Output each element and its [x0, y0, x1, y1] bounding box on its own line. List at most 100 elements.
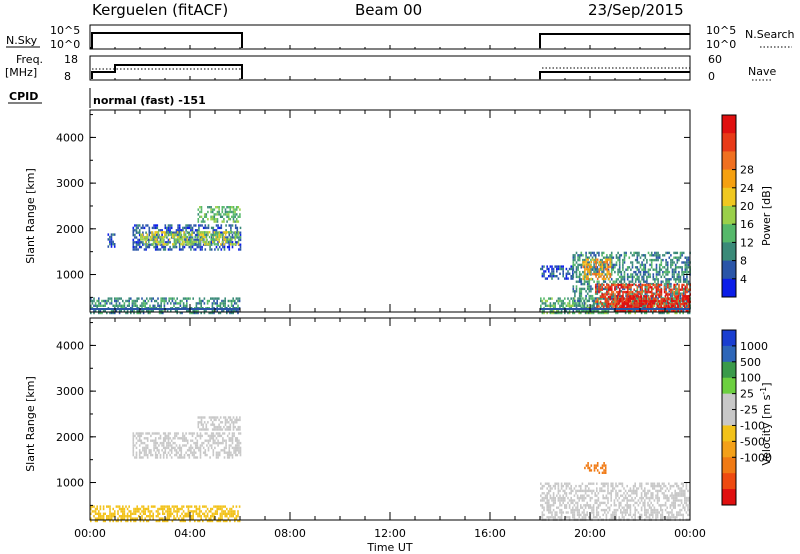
power-cell: [224, 213, 227, 216]
velocity-cell: [552, 504, 555, 507]
power-cell: [212, 226, 215, 230]
power-cell: [628, 293, 631, 296]
power-cell: [189, 238, 192, 241]
power-cell: [662, 266, 664, 269]
velocity-cell: [186, 512, 188, 515]
power-cell: [631, 280, 634, 283]
power-cell: [161, 233, 163, 237]
velocity-cell: [142, 512, 145, 515]
power-cell: [620, 278, 623, 281]
power-cell: [560, 267, 563, 271]
power-cell: [210, 215, 212, 218]
velocity-cell: [655, 496, 657, 500]
power-cell: [674, 285, 677, 288]
power-cell: [572, 302, 575, 305]
power-cell: [583, 275, 586, 279]
velocity-cell: [584, 492, 587, 495]
velocity-cell: [200, 418, 203, 422]
velocity-cell: [608, 506, 611, 509]
velocity-cell: [541, 492, 544, 495]
power-cell: [590, 285, 592, 288]
velocity-cell: [669, 484, 672, 488]
power-cell: [615, 297, 618, 300]
power-cell: [636, 251, 639, 255]
power-cell: [622, 261, 624, 264]
power-cell: [591, 251, 594, 255]
power-cell: [595, 275, 597, 278]
velocity-cell: [541, 484, 544, 488]
velocity-cell: [187, 507, 190, 511]
power-cell: [169, 229, 171, 232]
velocity-cell: [109, 505, 111, 508]
power-cell: [206, 302, 209, 305]
power-cell: [573, 311, 576, 315]
velocity-cell: [631, 499, 633, 502]
power-cell: [608, 270, 610, 273]
power-cell: [606, 265, 609, 269]
velocity-cell: [135, 446, 138, 450]
velocity-cell: [174, 434, 176, 438]
power-cell: [154, 231, 156, 234]
velocity-cell: [212, 437, 215, 440]
velocity-cell: [593, 469, 596, 472]
power-cell: [580, 297, 582, 300]
power-cell: [175, 240, 177, 244]
velocity-cell: [674, 506, 676, 509]
power-cell: [601, 286, 603, 289]
power-cell: [665, 293, 667, 296]
velocity-cell: [230, 512, 233, 515]
power-cell: [191, 233, 193, 236]
power-cell: [634, 258, 637, 262]
power-cell: [587, 258, 589, 261]
velocity-cell: [684, 508, 686, 512]
power-cell: [567, 311, 569, 315]
power-cell: [237, 233, 240, 236]
power-cell: [167, 226, 170, 230]
power-cell: [628, 256, 631, 259]
velocity-cell: [219, 505, 222, 508]
velocity-cell: [596, 508, 598, 512]
velocity-cell: [554, 513, 556, 517]
velocity-cell: [158, 444, 160, 447]
power-cell: [627, 290, 629, 294]
velocity-cell: [674, 494, 676, 497]
power-cell: [227, 213, 230, 216]
velocity-cell: [234, 453, 237, 457]
power-cell: [199, 206, 201, 209]
power-cell: [630, 275, 632, 279]
power-cell: [615, 278, 618, 281]
power-cell: [601, 251, 603, 255]
power-cell: [160, 311, 162, 315]
velocity-cell: [132, 441, 135, 445]
power-cell: [587, 263, 589, 266]
power-cell: [655, 282, 658, 286]
power-cell: [594, 256, 597, 259]
velocity-cell: [94, 519, 97, 523]
velocity-cell: [656, 494, 659, 497]
velocity-cell: [207, 428, 209, 431]
power-cell: [239, 233, 242, 237]
velocity-cell: [232, 510, 234, 513]
power-cell: [216, 297, 218, 300]
power-cell: [686, 299, 688, 303]
power-cell: [557, 311, 560, 315]
power-cell: [181, 238, 184, 241]
power-cell: [685, 297, 687, 300]
power-cell: [657, 305, 659, 308]
power-cell: [152, 309, 154, 312]
velocity-cell: [224, 510, 226, 513]
power-cell: [198, 224, 200, 227]
power-cell: [620, 283, 623, 287]
power-cell: [662, 270, 664, 274]
power-cell: [681, 293, 683, 296]
velocity-cell: [164, 446, 167, 450]
power-cell: [633, 309, 635, 312]
velocity-cell: [208, 517, 210, 520]
velocity-cell: [175, 434, 178, 438]
power-cell: [614, 280, 616, 283]
power-cell: [595, 265, 597, 269]
power-cell: [219, 213, 222, 216]
power-cell: [681, 270, 683, 274]
power-cell: [681, 288, 683, 291]
